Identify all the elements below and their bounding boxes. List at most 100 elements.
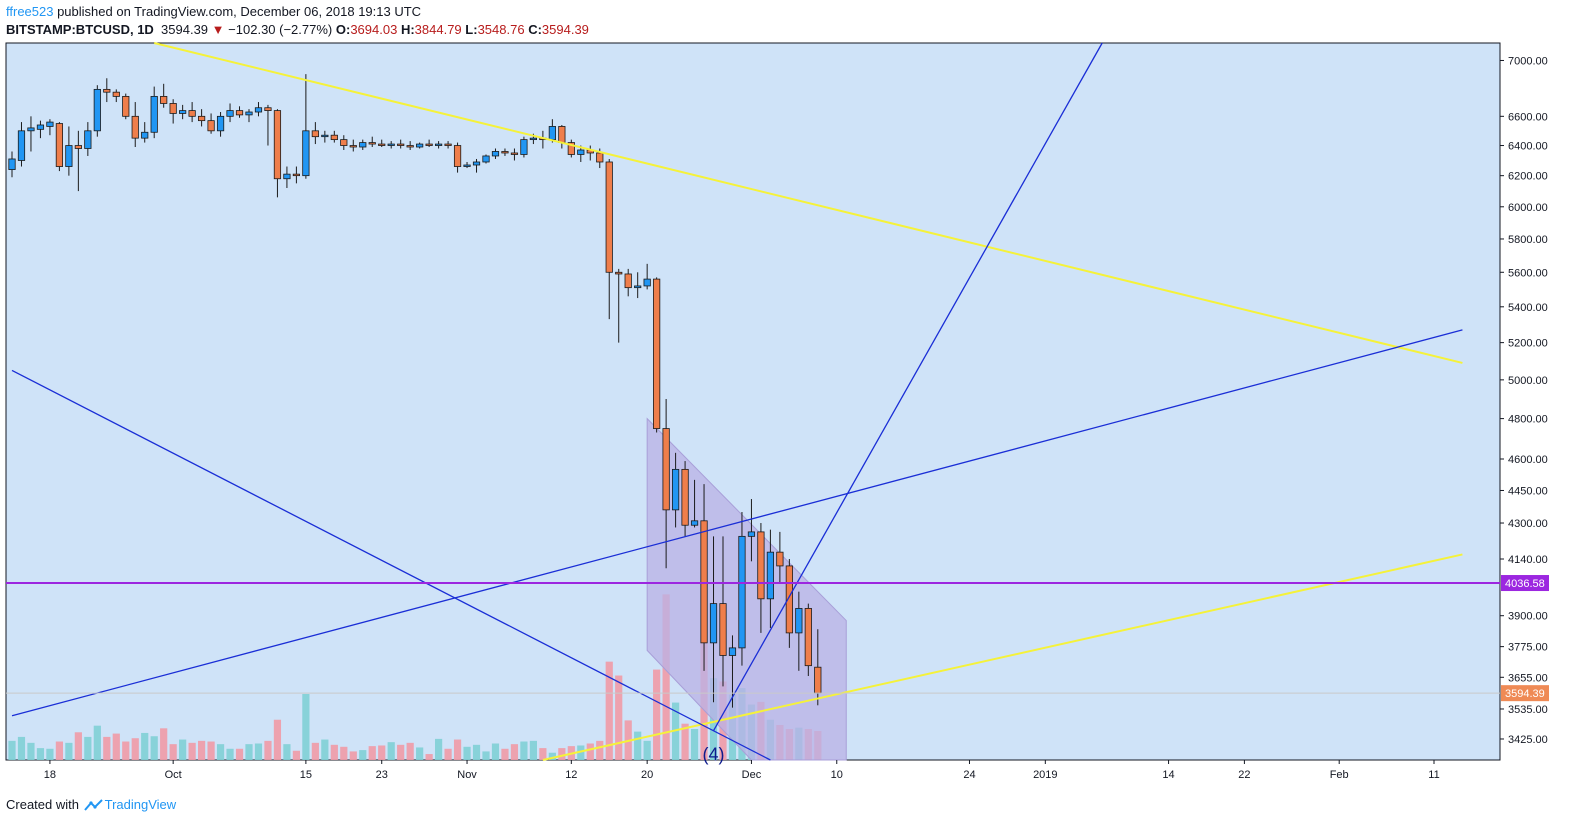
candle[interactable] <box>766 529 775 628</box>
candle[interactable] <box>17 122 26 167</box>
candle[interactable] <box>302 74 310 179</box>
candle[interactable] <box>273 109 282 198</box>
candle-body <box>434 143 443 146</box>
candle-body <box>548 126 556 141</box>
candle[interactable] <box>112 89 120 103</box>
candle[interactable] <box>197 109 206 127</box>
candle[interactable] <box>55 122 64 172</box>
candle[interactable] <box>216 112 225 137</box>
candle[interactable] <box>27 116 35 152</box>
candle[interactable] <box>207 113 215 134</box>
candle[interactable] <box>482 154 490 164</box>
candle[interactable] <box>738 512 746 666</box>
candle[interactable] <box>567 139 575 158</box>
candle[interactable] <box>368 136 376 148</box>
candle[interactable] <box>709 536 718 703</box>
candle[interactable] <box>340 135 348 150</box>
candle[interactable] <box>605 158 613 320</box>
candle[interactable] <box>74 130 82 192</box>
candle[interactable] <box>65 126 73 176</box>
candle-body <box>283 173 291 180</box>
candle[interactable] <box>84 122 92 156</box>
time-tick-label: 23 <box>376 769 388 781</box>
candle[interactable] <box>681 461 689 537</box>
volume-bar <box>46 748 54 760</box>
candle[interactable] <box>226 103 234 123</box>
candle[interactable] <box>434 141 443 149</box>
candle[interactable] <box>254 102 263 117</box>
candle[interactable] <box>634 272 642 299</box>
candle[interactable] <box>728 635 737 708</box>
candle[interactable] <box>359 139 367 150</box>
candle[interactable] <box>653 277 661 433</box>
candle[interactable] <box>700 484 708 671</box>
candle[interactable] <box>501 148 509 156</box>
candle[interactable] <box>804 603 812 676</box>
candle[interactable] <box>188 102 196 123</box>
candle[interactable] <box>8 151 16 178</box>
candle[interactable] <box>169 99 177 124</box>
candle[interactable] <box>491 148 500 159</box>
yellow-ascending-support[interactable] <box>542 553 1463 761</box>
candle[interactable] <box>235 106 244 118</box>
candle[interactable] <box>150 86 158 139</box>
candle[interactable] <box>776 531 784 583</box>
candle[interactable] <box>283 166 291 188</box>
candle[interactable] <box>245 109 253 123</box>
candle[interactable] <box>690 479 699 528</box>
candle[interactable] <box>795 591 803 671</box>
candle[interactable] <box>425 139 433 148</box>
candle[interactable] <box>757 523 765 633</box>
channel-fill[interactable] <box>646 417 847 761</box>
candle[interactable] <box>131 102 139 148</box>
candle[interactable] <box>349 139 357 152</box>
candle[interactable] <box>141 122 149 143</box>
candle[interactable] <box>785 559 793 648</box>
candle[interactable] <box>378 139 386 148</box>
candle[interactable] <box>321 130 329 143</box>
blue-descending-line[interactable] <box>11 369 771 761</box>
candle[interactable] <box>463 161 471 169</box>
descending-channel[interactable] <box>646 417 847 761</box>
volume-bar <box>596 740 604 760</box>
candle[interactable] <box>416 142 424 149</box>
candle[interactable] <box>330 130 338 143</box>
candle[interactable] <box>444 141 452 149</box>
candle[interactable] <box>520 136 528 158</box>
candle[interactable] <box>453 142 462 173</box>
volume-bar <box>643 740 651 760</box>
candle[interactable] <box>719 536 727 687</box>
candle[interactable] <box>615 268 623 343</box>
candle[interactable] <box>264 104 272 146</box>
candle[interactable] <box>672 452 680 528</box>
candle[interactable] <box>311 122 319 145</box>
author-name[interactable]: ffree523 <box>6 4 54 19</box>
tradingview-brand[interactable]: TradingView <box>104 797 177 812</box>
candle[interactable] <box>179 104 187 120</box>
candle[interactable] <box>643 263 651 290</box>
candle[interactable] <box>160 83 168 108</box>
candle[interactable] <box>36 120 45 139</box>
yellow-descending-resistance[interactable] <box>153 42 1463 364</box>
candle[interactable] <box>93 85 101 137</box>
candle[interactable] <box>292 166 301 184</box>
candle[interactable] <box>387 141 395 149</box>
candle[interactable] <box>747 499 756 562</box>
candle[interactable] <box>406 141 414 150</box>
candlesticks[interactable] <box>8 74 822 708</box>
candle[interactable] <box>122 93 130 120</box>
candle[interactable] <box>397 139 405 149</box>
candle[interactable] <box>472 158 481 173</box>
candle[interactable] <box>510 148 519 161</box>
candle-body <box>634 285 642 289</box>
trendlines[interactable]: (4) <box>6 42 1500 764</box>
candle[interactable] <box>662 399 670 569</box>
candle-body <box>662 428 670 511</box>
blue-ascending-line[interactable] <box>11 329 1463 717</box>
candle[interactable] <box>46 119 54 136</box>
candle[interactable] <box>103 78 111 103</box>
volume-bar <box>93 725 101 760</box>
candle[interactable] <box>624 268 632 297</box>
blue-steep-line[interactable] <box>712 42 1103 732</box>
